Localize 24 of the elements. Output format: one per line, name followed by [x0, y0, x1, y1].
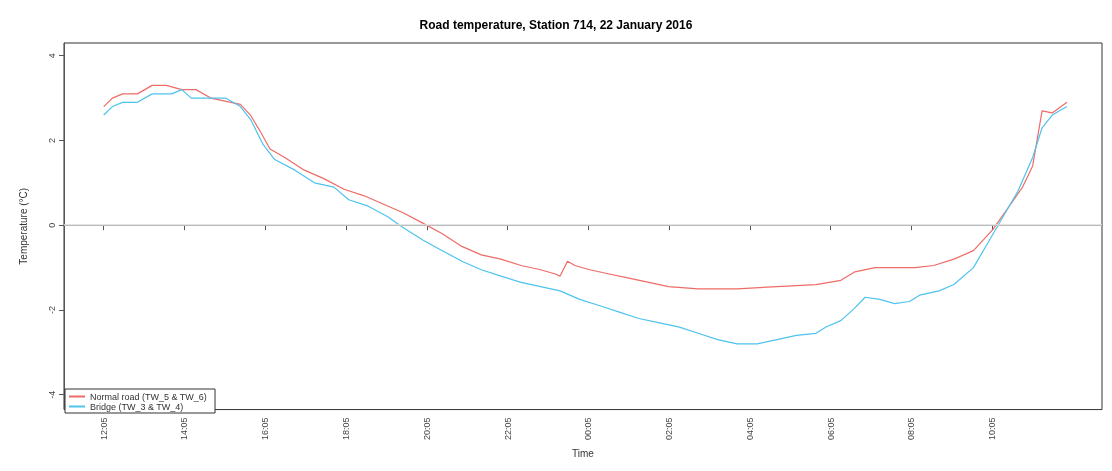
x-tick-label: 20:05: [421, 417, 432, 441]
legend-label: Normal road (TW_5 & TW_6): [90, 391, 207, 402]
x-tick-label: 02:05: [664, 417, 675, 441]
x-tick-label: 10:05: [987, 417, 998, 441]
x-tick-label: 22:05: [502, 417, 513, 441]
y-tick-label: 0: [46, 222, 57, 228]
x-tick-label: 14:05: [179, 417, 190, 441]
legend-label: Bridge (TW_3 & TW_4): [90, 401, 184, 412]
x-tick-label: 00:05: [583, 417, 594, 441]
y-tick-label: 2: [46, 137, 57, 143]
x-axis-title: Time: [572, 447, 595, 459]
y-tick-label: -2: [46, 305, 57, 314]
line-series: [103, 89, 1068, 345]
x-tick-label: 18:05: [341, 417, 352, 441]
x-tick-label: 16:05: [260, 417, 271, 441]
x-tick-label: 12:05: [98, 417, 109, 441]
y-tick-label: -4: [46, 390, 57, 399]
x-tick-label: 04:05: [744, 417, 755, 441]
y-tick-label: 4: [46, 53, 57, 59]
x-tick-label: 08:05: [906, 417, 917, 441]
y-axis-title: Temperature (°C): [17, 187, 29, 265]
chart-title: Road temperature, Station 714, 22 January 2016: [419, 18, 693, 32]
line-series: [103, 84, 1068, 290]
x-tick-label: 06:05: [825, 417, 836, 441]
